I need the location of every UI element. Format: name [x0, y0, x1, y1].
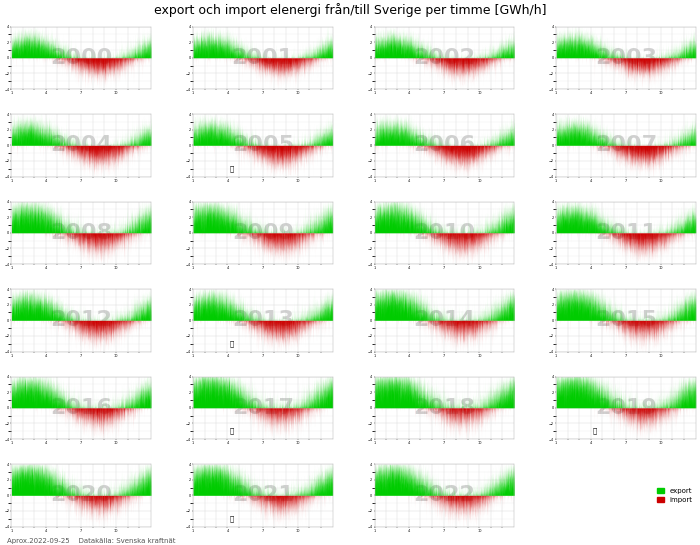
Text: export och import elenergi från/till Sverige per timme [GWh/h]: export och import elenergi från/till Sve…: [154, 3, 546, 17]
Text: Aprox.2022-09-25    Datakälla: Svenska kraftnät: Aprox.2022-09-25 Datakälla: Svenska kraf…: [7, 538, 176, 544]
Text: 2020: 2020: [50, 485, 112, 505]
Text: 2009: 2009: [232, 223, 294, 243]
Text: 2016: 2016: [50, 398, 112, 418]
Text: 2000: 2000: [50, 48, 112, 68]
Text: 2001: 2001: [232, 48, 294, 68]
Text: 2002: 2002: [414, 48, 475, 68]
Text: 2007: 2007: [595, 135, 657, 155]
Text: 2014: 2014: [414, 310, 475, 330]
Text: 2018: 2018: [414, 398, 475, 418]
Legend: export, import: export, import: [657, 488, 692, 503]
Text: 2013: 2013: [232, 310, 294, 330]
Text: 🪦: 🪦: [230, 340, 235, 347]
Text: 2003: 2003: [595, 48, 657, 68]
Text: 🪦: 🪦: [230, 427, 235, 434]
Text: 2012: 2012: [50, 310, 112, 330]
Text: 🪦: 🪦: [230, 515, 235, 522]
Text: 2022: 2022: [414, 485, 475, 505]
Text: 2019: 2019: [595, 398, 657, 418]
Text: 🪦: 🪦: [593, 427, 597, 434]
Text: 2005: 2005: [232, 135, 294, 155]
Text: 2011: 2011: [595, 223, 657, 243]
Text: 2017: 2017: [232, 398, 294, 418]
Text: 2006: 2006: [413, 135, 475, 155]
Text: 2008: 2008: [50, 223, 112, 243]
Text: 2015: 2015: [595, 310, 657, 330]
Text: 2021: 2021: [232, 485, 294, 505]
Text: 🪦: 🪦: [230, 165, 235, 172]
Text: 2010: 2010: [413, 223, 475, 243]
Text: 2004: 2004: [50, 135, 112, 155]
